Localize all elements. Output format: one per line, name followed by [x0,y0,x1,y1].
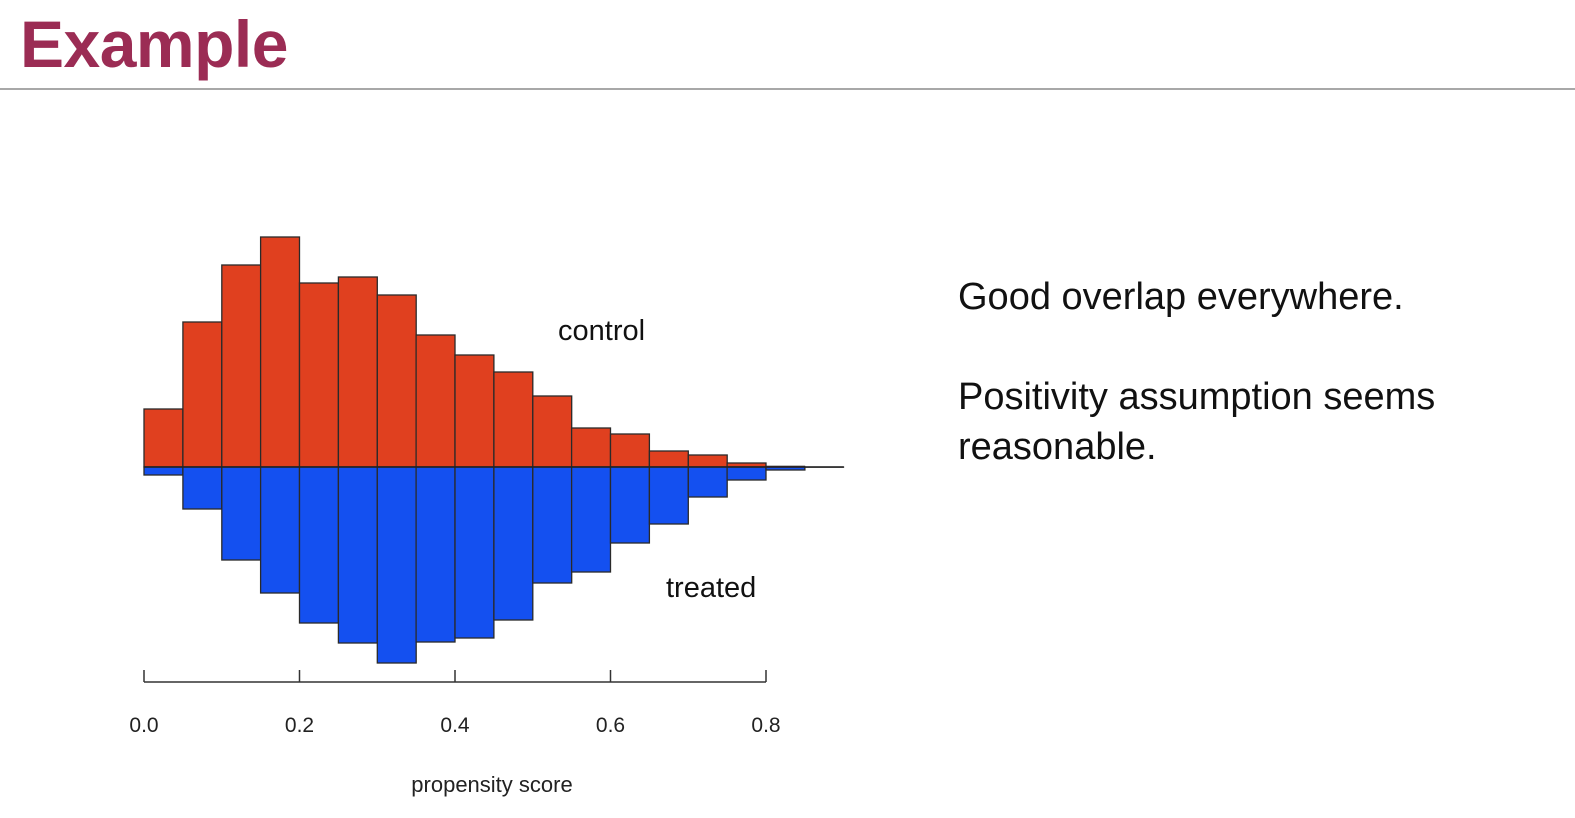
x-tick-label-2: 0.4 [440,714,470,737]
slide-title: Example [20,7,288,81]
treated-bar-8 [454,466,495,639]
x-tick-label-3: 0.6 [596,714,625,737]
control-bar-5 [337,276,378,468]
title-divider [0,88,1575,90]
treated-bar-10 [532,466,573,584]
treated-bar-6 [376,466,417,664]
propensity-histogram-chart: 0.0 0.2 0.4 0.6 0.8 propensity score control… [0,95,900,818]
treated-bar-4 [298,466,340,624]
control-bar-14 [687,454,728,468]
treated-bar-15 [726,466,767,481]
histogram-svg: 0.0 0.2 0.4 0.6 0.8 propensity score control… [129,236,845,797]
control-bar-3 [259,236,301,468]
treated-bar-2 [221,466,262,561]
treated-bar-12 [609,466,651,544]
control-bar-7 [415,334,456,468]
treated-bars [143,466,845,664]
treated-bar-7 [415,466,456,643]
treated-bar-1 [182,466,223,510]
treated-bar-11 [570,466,612,573]
control-bars [143,236,845,468]
control-bar-11 [570,427,612,468]
x-tick-label-1: 0.2 [285,714,314,737]
control-bar-1 [182,321,223,468]
treated-bar-3 [259,466,301,594]
treated-bar-0 [143,466,184,476]
treated-series-label: treated [666,572,756,604]
control-bar-8 [454,354,495,468]
control-bar-0 [143,408,184,468]
x-tick-label-4: 0.8 [751,714,780,737]
treated-bar-9 [493,466,534,621]
treated-bar-5 [337,466,378,644]
control-bar-12 [609,433,651,468]
treated-bar-13 [648,466,689,525]
control-bar-4 [298,282,340,468]
control-bar-10 [532,395,573,468]
note-overlap: Good overlap everywhere. [958,276,1404,318]
control-bar-6 [376,294,417,468]
x-tick-label-0: 0.0 [129,714,158,737]
control-series-label: control [558,315,645,347]
control-bar-2 [221,264,262,468]
x-axis-label: propensity score [411,772,572,797]
slide-notes: Good overlap everywhere. Positivity assu… [958,272,1538,522]
note-positivity: Positivity assumption seems reasonable. [958,376,1436,468]
control-bar-9 [493,371,534,468]
control-bar-13 [648,450,689,468]
x-axis: 0.0 0.2 0.4 0.6 0.8 [129,670,781,737]
treated-bar-14 [687,466,728,498]
